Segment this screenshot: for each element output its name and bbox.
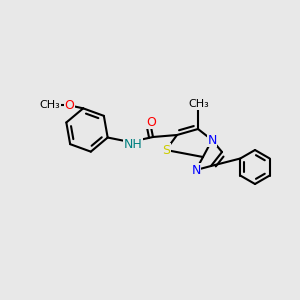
Text: N: N xyxy=(191,164,201,176)
Text: O: O xyxy=(146,116,156,128)
Text: S: S xyxy=(162,143,170,157)
Text: NH: NH xyxy=(124,137,142,151)
Text: CH₃: CH₃ xyxy=(189,99,209,109)
Text: N: N xyxy=(207,134,217,146)
Text: O: O xyxy=(64,99,74,112)
Text: CH₃: CH₃ xyxy=(40,100,61,110)
